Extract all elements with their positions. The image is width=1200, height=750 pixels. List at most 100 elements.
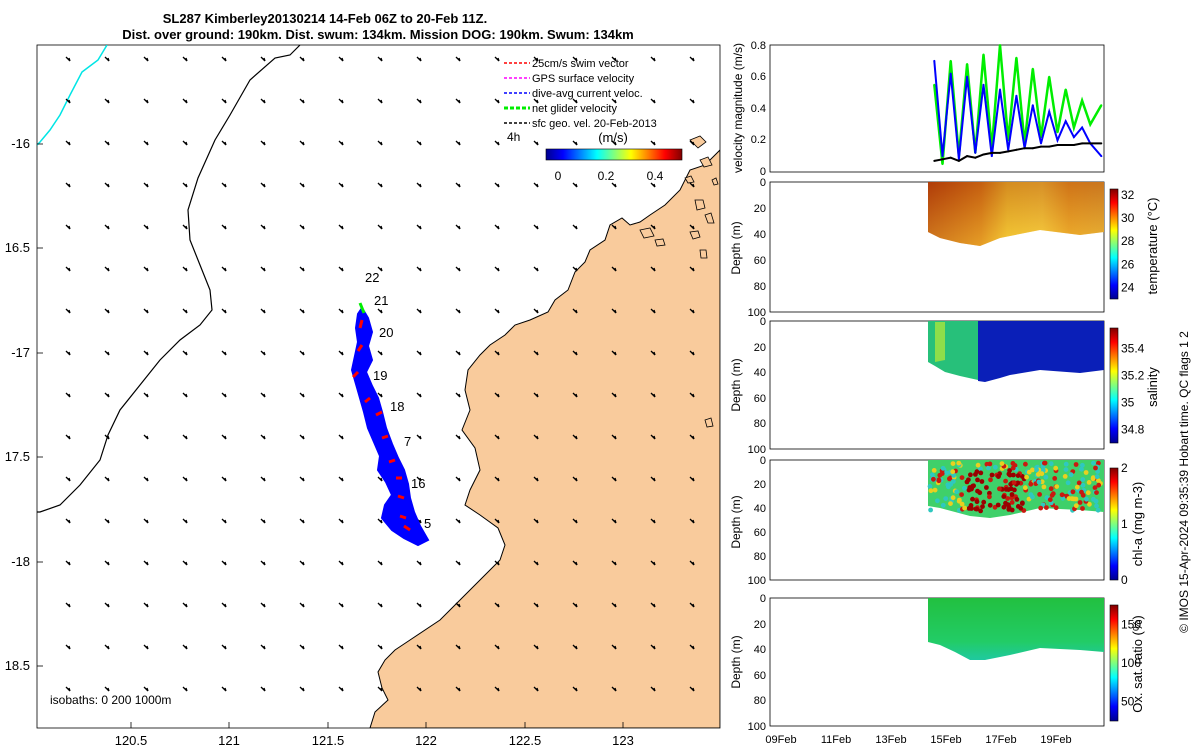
velocity-arrow	[338, 476, 344, 482]
chla-sample	[1062, 474, 1068, 479]
chla-sample	[1049, 492, 1055, 498]
colorbar-tick: 50	[1121, 695, 1135, 709]
velocity-arrow	[494, 350, 500, 356]
velocity-arrow	[650, 266, 656, 272]
velocity-y-tick: 0.6	[751, 71, 766, 83]
chla-sample	[1019, 501, 1025, 506]
velocity-arrow	[182, 560, 188, 566]
velocity-arrow	[143, 560, 149, 566]
chla-sample	[1052, 476, 1058, 481]
velocity-arrow	[65, 350, 71, 356]
colorbar-tick: 35.2	[1121, 368, 1145, 382]
data-point	[941, 155, 944, 158]
chla-sample	[1037, 492, 1042, 497]
chla-sample	[1068, 472, 1074, 478]
data-point	[1048, 110, 1051, 113]
velocity-arrow	[689, 644, 695, 650]
chla-sample	[1038, 505, 1044, 511]
depth-tick: 20	[754, 479, 766, 491]
velocity-arrow	[104, 644, 110, 650]
velocity-arrow	[455, 98, 461, 104]
velocity-arrow	[572, 392, 578, 398]
velocity-arrow	[533, 224, 539, 230]
velocity-arrow	[143, 56, 149, 62]
velocity-arrow	[143, 266, 149, 272]
velocity-arrow	[260, 392, 266, 398]
time-tick: 09Feb	[765, 734, 796, 746]
velocity-arrow	[104, 224, 110, 230]
temperature-depth-shade	[928, 182, 1104, 246]
velocity-arrow	[221, 560, 227, 566]
velocity-arrow	[572, 560, 578, 566]
colorbar-tick: 30	[1121, 211, 1135, 225]
map-legend: 25cm/s swim vector GPS surface velocity …	[504, 58, 657, 130]
velocity-y-tick: 0.4	[751, 103, 766, 115]
oxygen-colorbar	[1109, 604, 1119, 722]
colorbar-tick: 2	[1121, 461, 1128, 475]
salinity-panel: 0 20 40 60 80 100 Depth (m) 34.8 35 35.2 35…	[729, 316, 1160, 456]
title-line-1: SL287 Kimberley20130214 14-Feb 06Z to 20…	[163, 11, 487, 26]
salinity-y-label: Depth (m)	[729, 358, 743, 411]
chla-sample	[1006, 471, 1012, 477]
temperature-panel: 0 20 40 60 80 100 Depth (m) 24 26 28 30 32 t…	[729, 177, 1160, 319]
salinity-colorbar-label: salinity	[1145, 367, 1160, 407]
temperature-colorbar-label: temperature (°C)	[1145, 198, 1160, 295]
data-point	[1081, 126, 1084, 129]
chla-sample	[966, 477, 971, 483]
velocity-arrow	[221, 266, 227, 272]
chla-sample	[1024, 474, 1029, 480]
chla-sample	[978, 470, 984, 476]
velocity-arrow	[572, 308, 578, 314]
velocity-arrow	[299, 602, 305, 608]
footer-credit: © IMOS 15-Apr-2024 09:35:39 Hobart time.…	[1177, 331, 1191, 633]
chla-sample	[944, 470, 949, 476]
data-point	[990, 155, 993, 158]
chla-sample	[1006, 505, 1012, 510]
chla-sample	[970, 496, 975, 502]
map-y-tick: 16.5	[5, 240, 30, 255]
velocity-arrow	[455, 434, 461, 440]
chla-sample	[1092, 485, 1098, 491]
velocity-arrow	[377, 392, 383, 398]
chla-sample	[1042, 460, 1047, 466]
velocity-arrow	[416, 476, 422, 482]
time-axis: 09Feb 11Feb 13Feb 15Feb 17Feb 19Feb	[765, 734, 1071, 746]
data-point	[1072, 126, 1075, 129]
chla-sample	[1074, 484, 1080, 490]
chla-sample	[1065, 480, 1071, 486]
map-y-tick: 18.5	[5, 658, 30, 673]
data-point	[1031, 104, 1034, 107]
velocity-arrow	[338, 308, 344, 314]
chla-y-ticks: 0 20 40 60 80 100	[748, 455, 766, 587]
velocity-arrow	[494, 434, 500, 440]
chla-sample	[1054, 484, 1060, 489]
velocity-arrow	[65, 392, 71, 398]
net-glider-velocity-start	[358, 302, 366, 314]
chla-sample	[999, 461, 1005, 466]
legend-net-label: net glider velocity	[532, 103, 617, 115]
time-scale-label: 4h	[507, 130, 520, 144]
velocity-arrow	[338, 140, 344, 146]
velocity-arrow	[689, 182, 695, 188]
colorbar-tick: 0.4	[647, 169, 664, 183]
velocity-arrow	[143, 224, 149, 230]
data-point	[1081, 99, 1084, 102]
chla-colorbar	[1109, 467, 1119, 581]
velocity-arrow	[299, 476, 305, 482]
velocity-arrow	[260, 476, 266, 482]
chla-sample	[974, 469, 980, 475]
chla-sample	[996, 473, 1001, 479]
velocity-arrow	[338, 350, 344, 356]
chla-sample	[987, 490, 992, 496]
colorbar-tick: 0.2	[598, 169, 615, 183]
velocity-arrow	[182, 140, 188, 146]
day-label: 22	[365, 270, 379, 285]
chla-sample	[940, 502, 946, 508]
data-point	[933, 159, 936, 162]
velocity-arrow	[533, 308, 539, 314]
map-y-tick: -17	[11, 345, 30, 360]
velocity-arrow	[260, 224, 266, 230]
data-point	[1100, 104, 1103, 107]
velocity-arrow	[416, 560, 422, 566]
